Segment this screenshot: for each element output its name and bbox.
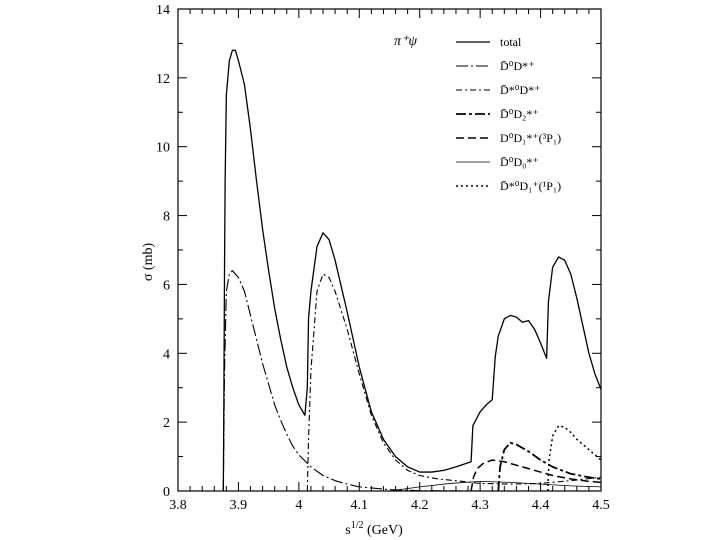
series-line-1 bbox=[222, 49, 602, 492]
x-axis-label-s: s bbox=[345, 523, 350, 538]
series-line-7 bbox=[547, 424, 602, 492]
series-line-5 bbox=[470, 459, 602, 492]
axis-tick-labels: 3.8 3.9 4 4.1 4.2 4.3 4.4 4.5 0 2 4 6 8 10 12 14 bbox=[156, 3, 610, 513]
x-axis-label-exp: 1/2 bbox=[351, 520, 364, 531]
x-tick-label: 4.4 bbox=[532, 498, 550, 513]
legend-label-4: D̄⁰D₂*⁺ bbox=[500, 107, 539, 121]
legend-label-1: total bbox=[500, 35, 522, 49]
x-tick-label: 4.2 bbox=[411, 498, 429, 513]
y-tick-label: 10 bbox=[156, 141, 170, 156]
y-tick-label: 14 bbox=[156, 3, 170, 18]
series-line-3 bbox=[306, 273, 602, 492]
y-tick-label: 2 bbox=[163, 416, 170, 431]
plot-frame bbox=[177, 8, 602, 492]
x-tick-label: 3.8 bbox=[169, 498, 187, 513]
x-axis-label-unit: (GeV) bbox=[363, 523, 403, 538]
series-line-4 bbox=[497, 441, 602, 492]
plot-area bbox=[177, 8, 602, 492]
y-tick-label: 12 bbox=[156, 72, 170, 87]
legend-title: π⁺ψ bbox=[394, 34, 417, 49]
y-tick-label: 4 bbox=[163, 347, 170, 362]
legend-label-5: D⁰D₁*⁺(³P₁) bbox=[500, 131, 561, 145]
series-line-2 bbox=[222, 270, 601, 492]
x-tick-label: 4.5 bbox=[592, 498, 610, 513]
y-tick-label: 6 bbox=[163, 278, 170, 293]
legend-label-2: D̄⁰D*⁺ bbox=[500, 59, 534, 73]
series-lines bbox=[222, 49, 602, 492]
legend-label-3: D̄*⁰D*⁺ bbox=[500, 83, 540, 97]
legend-label-6: D̄⁰D₀*⁺ bbox=[500, 155, 539, 169]
legend: total D̄⁰D*⁺ D̄*⁰D*⁺ D̄⁰D₂*⁺ D⁰D₁*⁺(³P₁) D̄⁰D… bbox=[456, 35, 561, 193]
x-tick-label: 4.1 bbox=[351, 498, 369, 513]
y-tick-label: 8 bbox=[163, 210, 170, 225]
x-tick-label: 3.9 bbox=[230, 498, 248, 513]
y-axis-label: σ (mb) bbox=[141, 243, 156, 282]
y-tick-label: 0 bbox=[163, 485, 170, 500]
x-axis-label: s1/2 (GeV) bbox=[345, 520, 403, 538]
series-line-6 bbox=[389, 480, 602, 492]
x-tick-label: 4.3 bbox=[471, 498, 489, 513]
legend-label-7: D̄*⁰D₁⁺(¹P₁) bbox=[500, 179, 561, 193]
axis-ticks bbox=[177, 8, 602, 492]
x-tick-label: 4 bbox=[295, 498, 302, 513]
